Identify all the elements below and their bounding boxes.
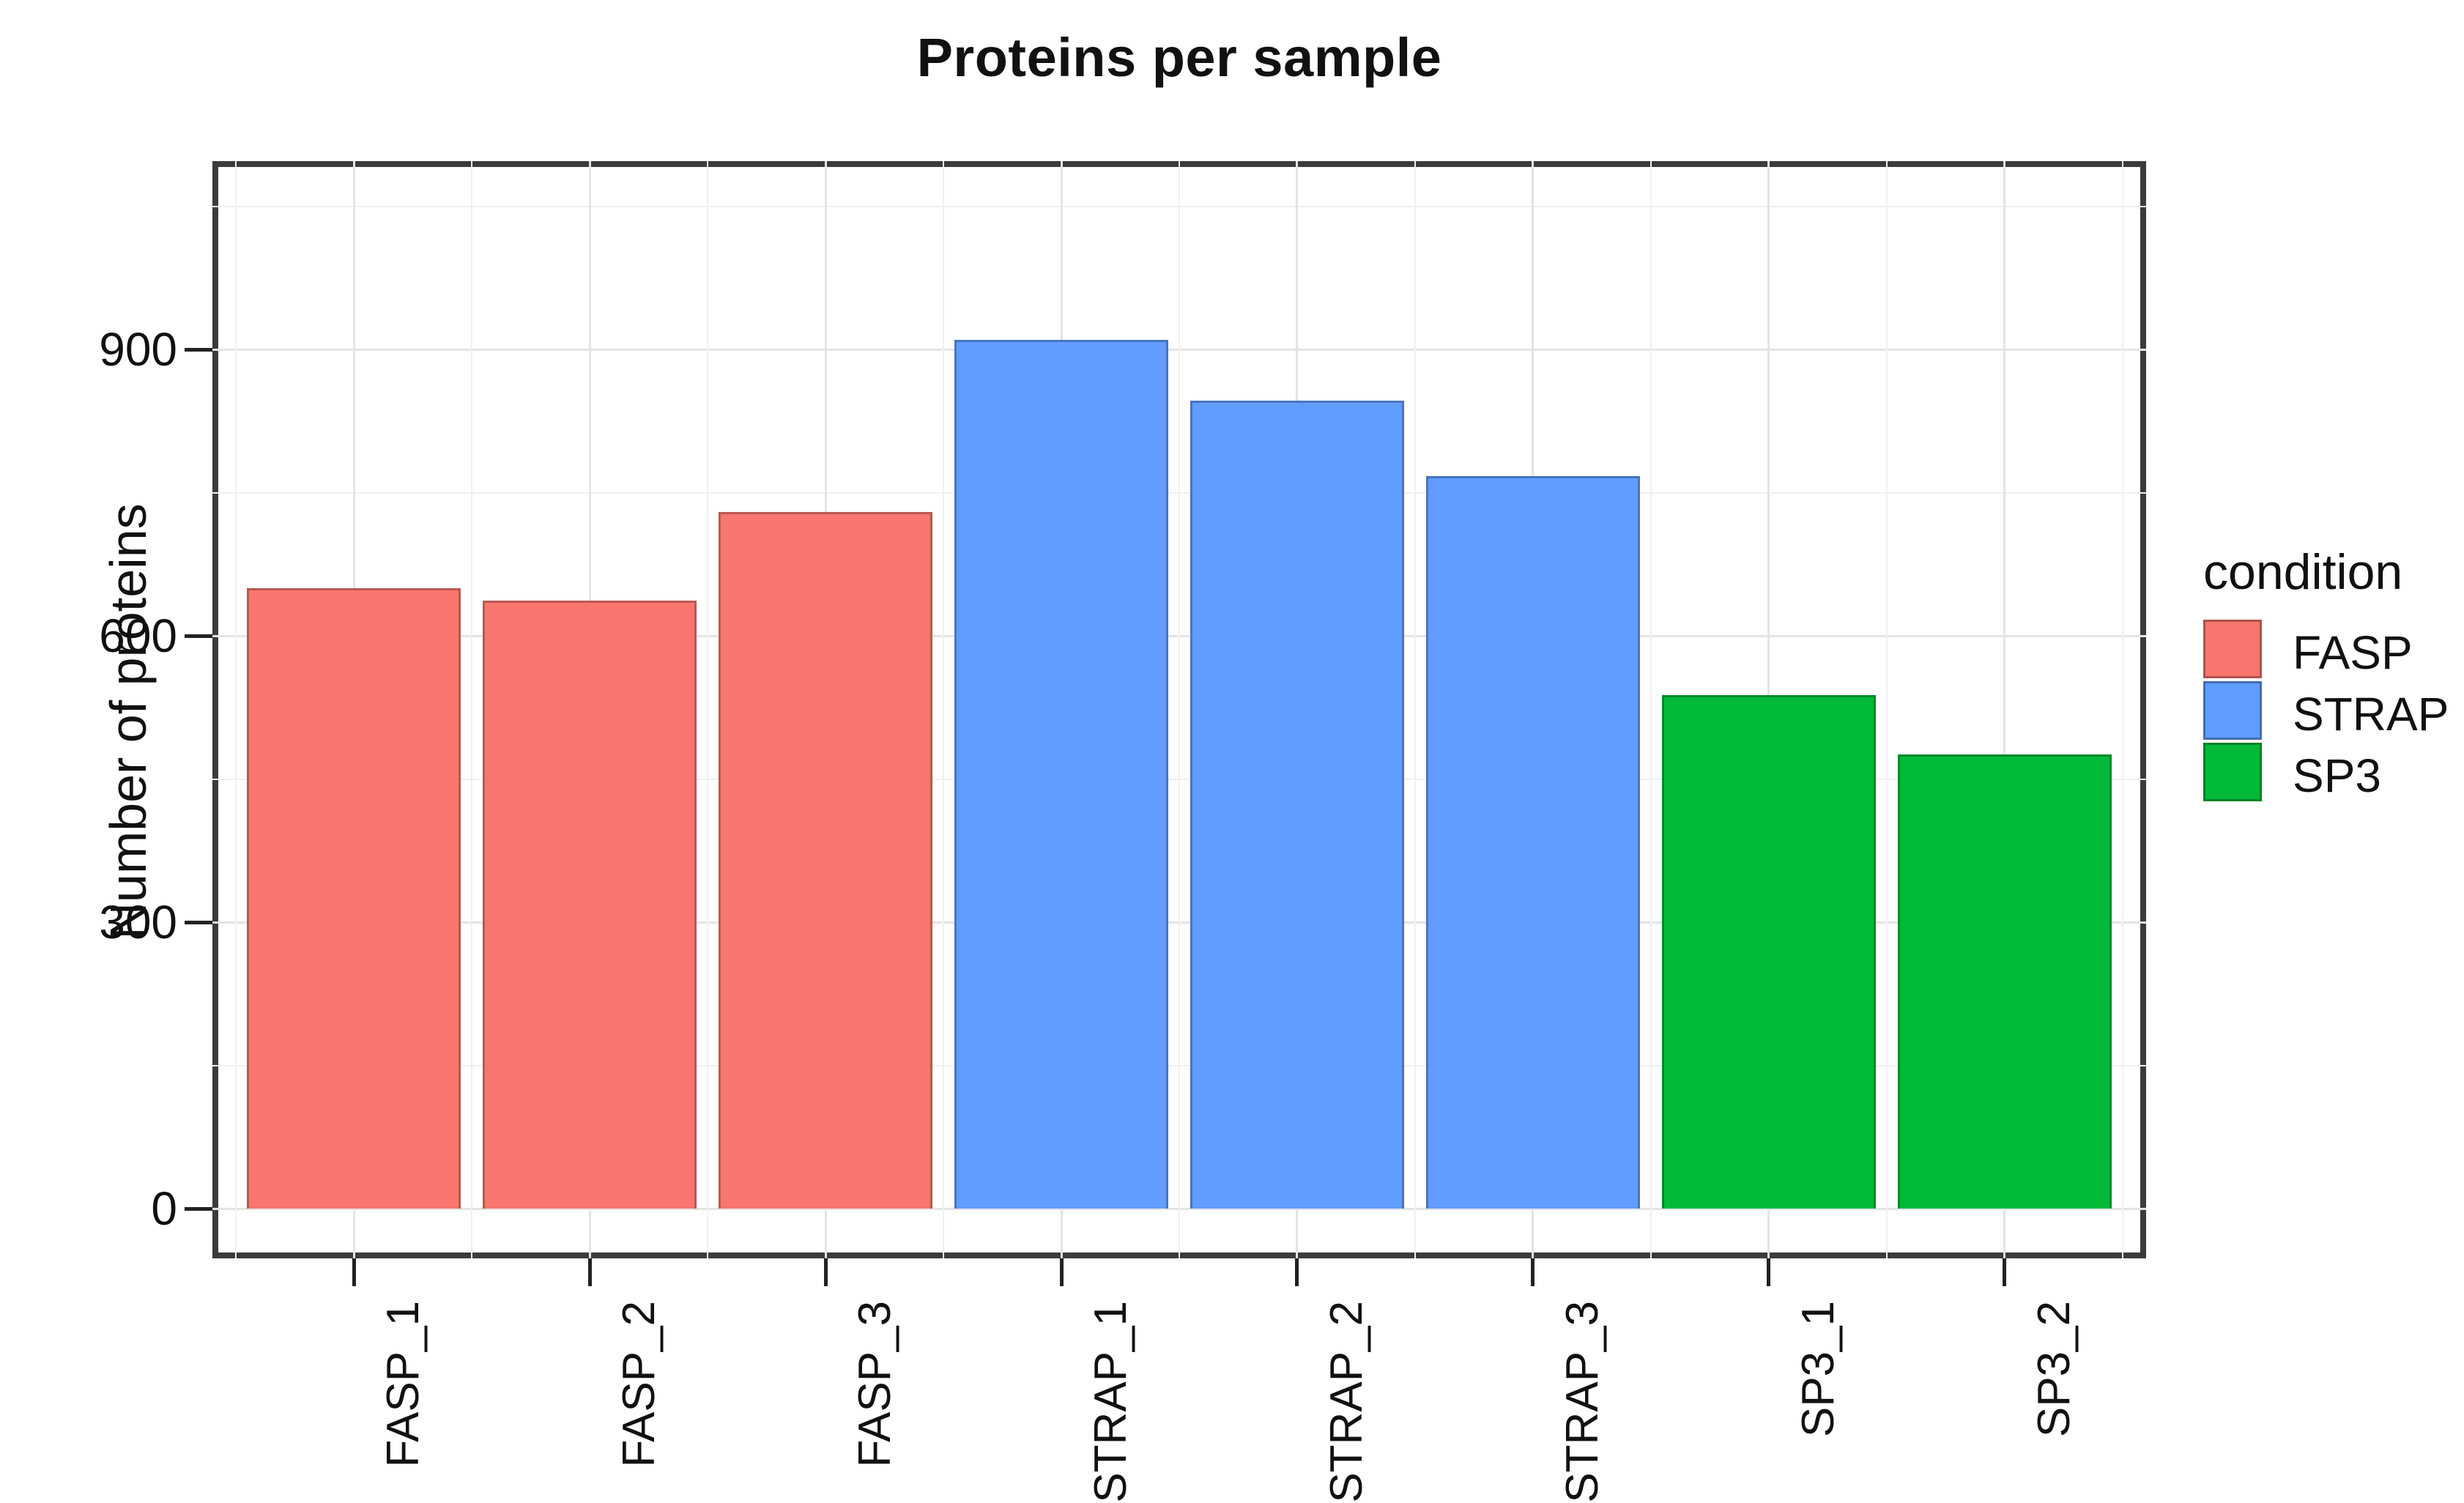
x-axis-tick [1531,1258,1535,1286]
y-axis-title: Number of proteins [100,503,157,940]
bar-FASP_2 [483,600,697,1209]
y-tick-label: 300 [99,896,177,949]
y-axis-tick [185,1206,212,1211]
legend-label-STRAP: STRAP [2293,688,2449,741]
legend: condition FASP STRAP SP3 [2192,543,2464,851]
y-axis-tick [185,634,212,638]
plot-panel [212,161,2146,1258]
x-tick-label: SP3_1 [1792,1301,1844,1438]
legend-swatch-FASP [2203,620,2262,678]
bar-SP3_2 [1897,754,2112,1209]
gridline-v-minor [1650,161,1652,1258]
x-axis-tick [1295,1258,1299,1286]
plot-area [212,161,2146,1258]
y-axis-tick [185,347,212,352]
gridline-v-minor [235,161,237,1258]
x-axis-tick [352,1258,356,1286]
gridline-v-minor [2121,161,2123,1258]
y-tick-label: 600 [99,609,177,662]
bar-SP3_1 [1661,694,1876,1209]
gridline-v-minor [1885,161,1888,1258]
y-tick-label: 0 [151,1182,177,1235]
chart-title: Proteins per sample [916,27,1442,88]
x-tick-label: FASP_1 [378,1301,429,1468]
legend-label-SP3: SP3 [2293,749,2381,802]
x-tick-label: FASP_3 [850,1301,901,1468]
x-axis-tick [1059,1258,1064,1286]
x-axis-tick [2003,1258,2007,1286]
legend-title: condition [2203,544,2403,600]
gridline-v-minor [943,161,945,1258]
legend-swatch-STRAP [2203,681,2262,740]
gridline-v-minor [1414,161,1416,1258]
x-axis-tick [823,1258,828,1286]
x-tick-label: STRAP_2 [1321,1301,1372,1503]
gridline-v-minor [707,161,709,1258]
gridline-v-minor [1179,161,1180,1258]
x-tick-label: FASP_2 [614,1301,665,1468]
x-tick-label: STRAP_1 [1086,1301,1137,1503]
legend-label-FASP: FASP [2293,626,2413,679]
x-tick-label: STRAP_3 [1556,1301,1608,1503]
bar-FASP_1 [247,587,461,1209]
x-axis-tick [587,1258,592,1286]
x-tick-label: SP3_2 [2028,1301,2079,1438]
bar-STRAP_3 [1425,476,1640,1209]
bar-STRAP_2 [1190,401,1404,1209]
bar-STRAP_1 [954,339,1169,1209]
gridline-v-minor [471,161,473,1258]
gridline-v-major [2003,161,2006,1258]
y-tick-label: 900 [99,323,177,376]
bar-FASP_3 [719,511,933,1209]
legend-swatch-SP3 [2203,743,2262,801]
y-axis-tick [185,920,212,924]
x-axis-tick [1767,1258,1771,1286]
